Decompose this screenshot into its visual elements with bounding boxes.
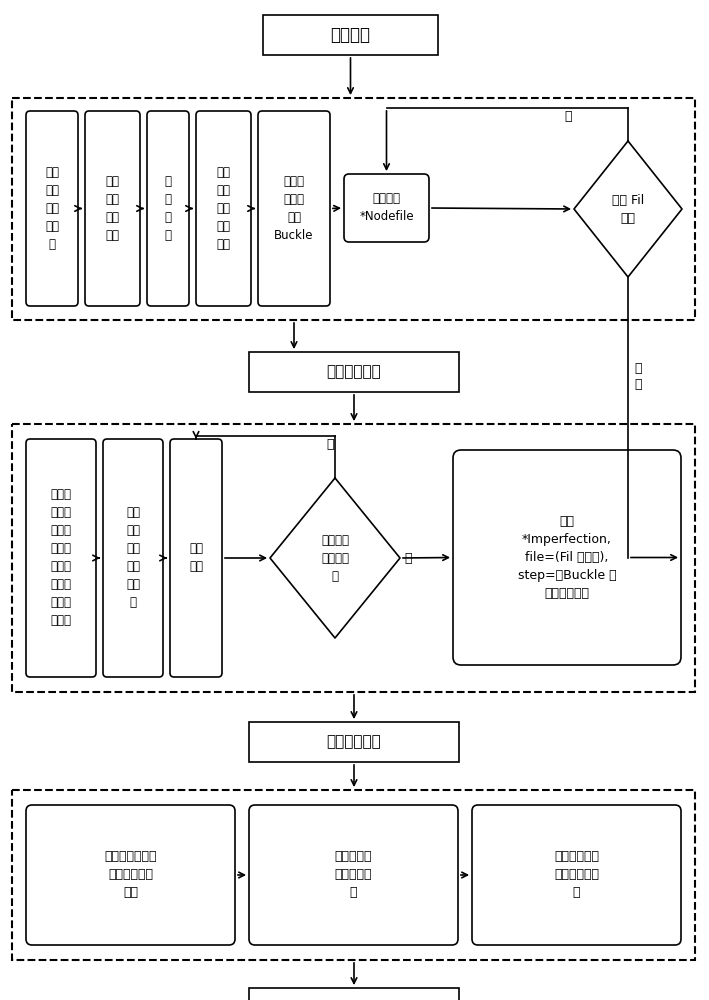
- Bar: [12, 98, 695, 320]
- FancyBboxPatch shape: [85, 111, 140, 306]
- FancyBboxPatch shape: [344, 174, 429, 242]
- Text: 赋予
管线
和土
体材
料属
性: 赋予 管线 和土 体材 料属 性: [126, 506, 140, 609]
- Bar: [249, 988, 459, 1000]
- FancyBboxPatch shape: [26, 805, 235, 945]
- FancyBboxPatch shape: [26, 439, 96, 677]
- FancyBboxPatch shape: [453, 450, 681, 665]
- FancyBboxPatch shape: [258, 111, 330, 306]
- FancyBboxPatch shape: [26, 111, 78, 306]
- Text: 赋予
管线
材料
属性: 赋予 管线 材料 属性: [106, 175, 120, 242]
- Text: 模态分析: 模态分析: [330, 26, 371, 44]
- Text: 初始缺陷引入: 初始缺陷引入: [327, 364, 381, 379]
- Bar: [12, 790, 695, 960]
- Text: 是: 是: [404, 552, 411, 564]
- Text: 棁查 Fil
文件: 棁查 Fil 文件: [612, 194, 644, 225]
- Text: 显示动力分析: 显示动力分析: [327, 734, 381, 750]
- Text: 设定
边界
条件
施加
荷载: 设定 边界 条件 施加 荷载: [216, 166, 230, 251]
- Text: 棁查管线
网格一致
性: 棁查管线 网格一致 性: [321, 534, 349, 582]
- Text: 设置分
析步类
型为
Buckle: 设置分 析步类 型为 Buckle: [274, 175, 314, 242]
- Polygon shape: [270, 478, 400, 638]
- FancyBboxPatch shape: [249, 805, 458, 945]
- Text: 添加语句
*Nodefile: 添加语句 *Nodefile: [359, 192, 414, 224]
- Text: 施加温度荷
载与内压荷
载: 施加温度荷 载与内压荷 载: [335, 850, 372, 900]
- Bar: [12, 424, 695, 692]
- FancyBboxPatch shape: [196, 111, 251, 306]
- Text: 否: 否: [326, 438, 334, 450]
- Text: 二维
棁单
元管
线模
型: 二维 棁单 元管 线模 型: [45, 166, 59, 251]
- Text: 引
入: 引 入: [634, 362, 642, 391]
- Text: 无: 无: [564, 109, 572, 122]
- Text: 添加
*Imperfection,
file=(Fil 文件名),
step=（Buckle 分
析步名）语句: 添加 *Imperfection, file=(Fil 文件名), step=（…: [518, 515, 616, 600]
- FancyBboxPatch shape: [472, 805, 681, 945]
- Text: 网格
划分: 网格 划分: [189, 542, 203, 574]
- Bar: [249, 722, 459, 762]
- Bar: [263, 15, 438, 55]
- Bar: [249, 352, 459, 392]
- FancyBboxPatch shape: [147, 111, 189, 306]
- FancyBboxPatch shape: [103, 439, 163, 677]
- FancyBboxPatch shape: [170, 439, 222, 677]
- Text: 设定边界条件、
设置管土接触
属性: 设定边界条件、 设置管土接触 属性: [104, 850, 157, 900]
- Polygon shape: [574, 141, 682, 277]
- Text: 划
分
网
格: 划 分 网 格: [164, 175, 172, 242]
- Text: 模拟管线的动
态屈曲整体过
程: 模拟管线的动 态屈曲整体过 程: [554, 850, 599, 900]
- Text: 建立二
维棁单
元管线
模型和
二维平
面应变
单元土
体模型: 建立二 维棁单 元管线 模型和 二维平 面应变 单元土 体模型: [50, 488, 72, 628]
